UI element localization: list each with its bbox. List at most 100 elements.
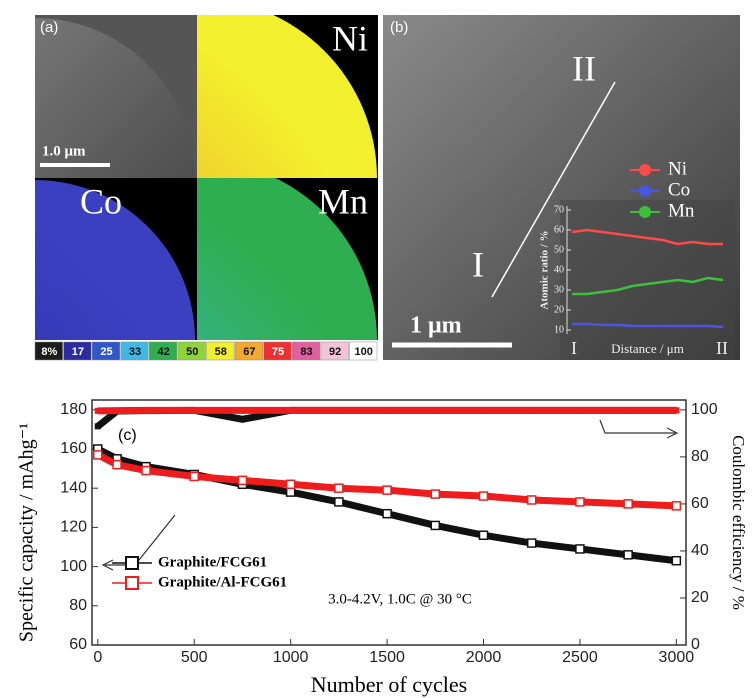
y-tick-label: 10 (554, 324, 564, 335)
capacity-point (672, 502, 680, 510)
x-end-label: II (716, 338, 728, 358)
map-label: Co (80, 181, 122, 221)
x-tick-label: 1500 (369, 649, 405, 666)
y-tick-label: 60 (554, 224, 564, 235)
y2-tick-label: 20 (691, 589, 709, 606)
y-tick-label: 30 (554, 284, 564, 295)
colorbar-label: 42 (158, 346, 170, 358)
efficiency-point (143, 407, 149, 413)
capacity-point (335, 484, 343, 492)
efficiency-point (95, 408, 101, 414)
capacity-point (287, 488, 295, 496)
capacity-point (190, 472, 198, 480)
capacity-point (113, 461, 121, 469)
y-tick-label: 180 (60, 401, 87, 418)
efficiency-point (336, 407, 342, 413)
efficiency-point (481, 407, 487, 413)
y-tick-label: 40 (554, 264, 564, 275)
plot-frame (92, 400, 686, 645)
efficiency-point (239, 416, 245, 422)
colorbar-label: 67 (243, 346, 255, 358)
efficiency-point (239, 407, 245, 413)
y-tick-label: 100 (60, 558, 87, 575)
capacity-point (576, 545, 584, 553)
efficiency-point (384, 407, 390, 413)
scan-start: I (472, 244, 484, 284)
efficiency-point (288, 407, 294, 413)
x-tick-label: 500 (181, 649, 208, 666)
scale-bar-label: 1 μm (410, 313, 462, 339)
colorbar-label: 25 (100, 346, 112, 358)
x-axis-label: Number of cycles (311, 672, 467, 697)
capacity-point (672, 557, 680, 565)
inset-background (560, 200, 735, 360)
y-tick-label: 120 (60, 519, 87, 536)
legend-label: Mn (668, 200, 695, 221)
capacity-point (142, 467, 150, 475)
efficiency-point (95, 423, 101, 429)
legend-marker (639, 185, 651, 197)
capacity-point (624, 551, 632, 559)
x-tick-label: 0 (93, 649, 102, 666)
scale-bar-label: 1.0 μm (42, 143, 86, 159)
panel-a: (a) 1.0 μm Ni Co Mn (0, 0, 378, 520)
y2-tick-label: 40 (691, 542, 709, 559)
panel-label: (a) (40, 19, 58, 36)
colorbar-label: 8% (41, 346, 57, 358)
panel-label: (c) (118, 427, 137, 444)
capacity-point (431, 490, 439, 498)
y-tick-label: 60 (69, 636, 87, 653)
legend-label: Ni (668, 158, 687, 179)
capacity-point (383, 510, 391, 518)
colorbar-label: 100 (355, 346, 373, 358)
panel-label: (b) (390, 19, 408, 36)
efficiency-point (577, 407, 583, 413)
legend-label: Co (668, 179, 690, 200)
y2-tick-label: 80 (691, 448, 709, 465)
colorbar-label: 17 (72, 346, 84, 358)
legend-label: Graphite/FCG61 (158, 554, 267, 570)
scan-end: II (572, 48, 596, 88)
legend-label: Graphite/Al-FCG61 (158, 574, 287, 590)
y-tick-label: 160 (60, 440, 87, 457)
y2-tick-label: 60 (691, 495, 709, 512)
capacity-point (624, 500, 632, 508)
capacity-point (528, 496, 536, 504)
colorbar-label: 92 (329, 346, 341, 358)
colorbar-label: 33 (129, 346, 141, 358)
capacity-point (431, 521, 439, 529)
capacity-point (576, 498, 584, 506)
legend-marker (639, 206, 651, 218)
x-tick-label: 1000 (273, 649, 309, 666)
y-axis-label: Atomic ratio / % (539, 230, 551, 309)
legend-marker (126, 577, 138, 589)
map-label: Ni (332, 18, 368, 58)
y2-tick-label: 100 (691, 401, 718, 418)
colorbar-label: 58 (215, 346, 227, 358)
y-tick-label: 80 (69, 597, 87, 614)
y2-tick-label: 0 (691, 636, 700, 653)
efficiency-point (191, 407, 197, 413)
legend-marker (639, 164, 651, 176)
efficiency-point (529, 407, 535, 413)
capacity-point (528, 539, 536, 547)
y-tick-label: 50 (554, 244, 564, 255)
y-tick-label: 140 (60, 479, 87, 496)
annotation: 3.0-4.2V, 1.0C @ 30 °C (328, 591, 472, 607)
y2-axis-label: Coulombic efficiency / % (729, 435, 748, 610)
capacity-point (287, 480, 295, 488)
capacity-point (238, 476, 246, 484)
colorbar-label: 50 (186, 346, 198, 358)
capacity-line (98, 455, 677, 506)
efficiency-point (673, 407, 679, 413)
colorbar-label: 75 (272, 346, 284, 358)
capacity-point (383, 486, 391, 494)
capacity-point (94, 451, 102, 459)
efficiency-point (114, 408, 120, 414)
x-tick-label: 2500 (562, 649, 598, 666)
legend-marker (126, 557, 138, 569)
y-axis-label: Specific capacity / mAhg⁻¹ (16, 423, 38, 642)
y-tick-label: 70 (554, 204, 564, 215)
x-tick-label: 3000 (659, 649, 695, 666)
efficiency-point (625, 407, 631, 413)
